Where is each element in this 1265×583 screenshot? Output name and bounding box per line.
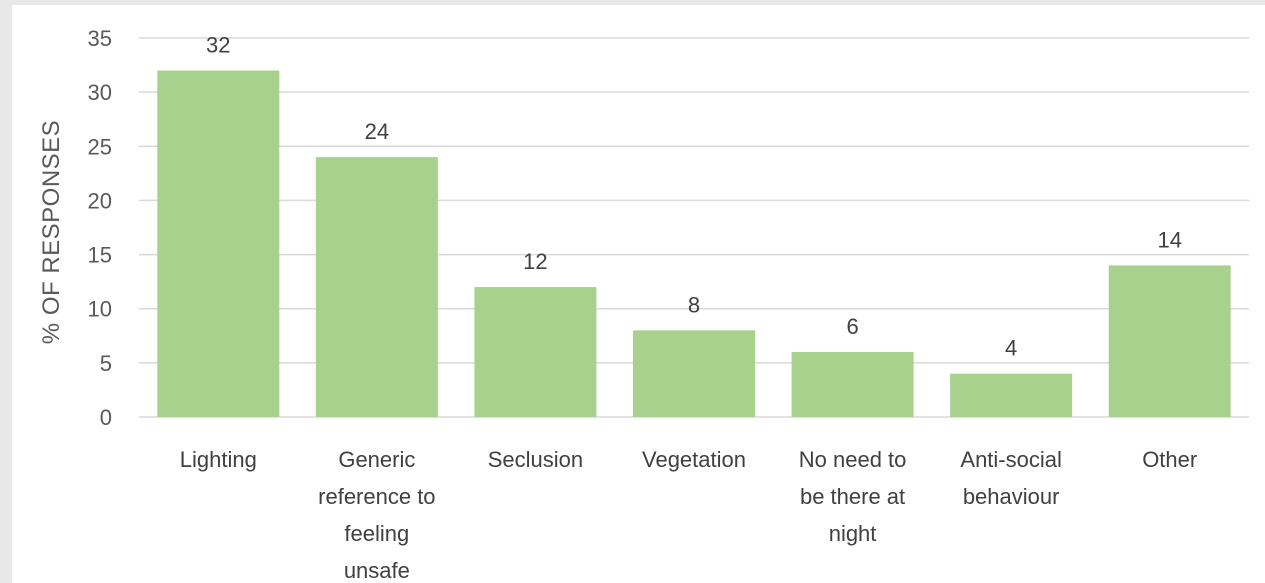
bar [474,287,597,417]
category-label: Generic reference to feeling unsafe [318,447,435,583]
data-label: 24 [365,119,389,144]
bar-chart: 0 5 10 15 20 25 30 35 32 24 12 8 6 4 14 Lighting Gener… [38,26,1249,583]
y-tick-label: 35 [88,26,112,51]
bar [315,157,438,417]
y-tick-labels: 0 5 10 15 20 25 30 35 [88,26,112,430]
category-label: Anti-social behaviour [960,447,1061,509]
bars [157,70,1231,417]
y-tick-label: 20 [88,188,112,213]
y-tick-label: 0 [100,405,112,430]
category-label: Other [1142,447,1197,472]
data-label: 8 [688,292,700,317]
bar [1108,265,1231,417]
bar [950,373,1073,417]
y-tick-label: 5 [100,351,112,376]
category-labels: Lighting Generic reference to feeling unsafe… [180,447,1197,583]
y-tick-label: 10 [88,297,112,322]
chart-panel: 0 5 10 15 20 25 30 35 32 24 12 8 6 4 14 Lighting Gener… [12,5,1265,583]
data-label: 6 [846,314,858,339]
category-label: No need to be there at night [799,447,907,546]
y-axis-title: % OF RESPONSES [38,120,65,344]
category-label: Vegetation [642,447,746,472]
bar [157,70,280,417]
data-label: 4 [1005,336,1017,361]
bar [633,330,755,417]
y-tick-label: 30 [88,80,112,105]
category-label: Seclusion [488,447,583,472]
y-tick-label: 15 [88,243,112,268]
data-label: 32 [206,32,230,57]
data-label: 14 [1157,227,1181,252]
y-tick-label: 25 [88,134,112,159]
data-label: 12 [523,249,547,274]
data-labels: 32 24 12 8 6 4 14 [206,32,1182,360]
category-label: Lighting [180,447,257,472]
bar [791,352,914,417]
